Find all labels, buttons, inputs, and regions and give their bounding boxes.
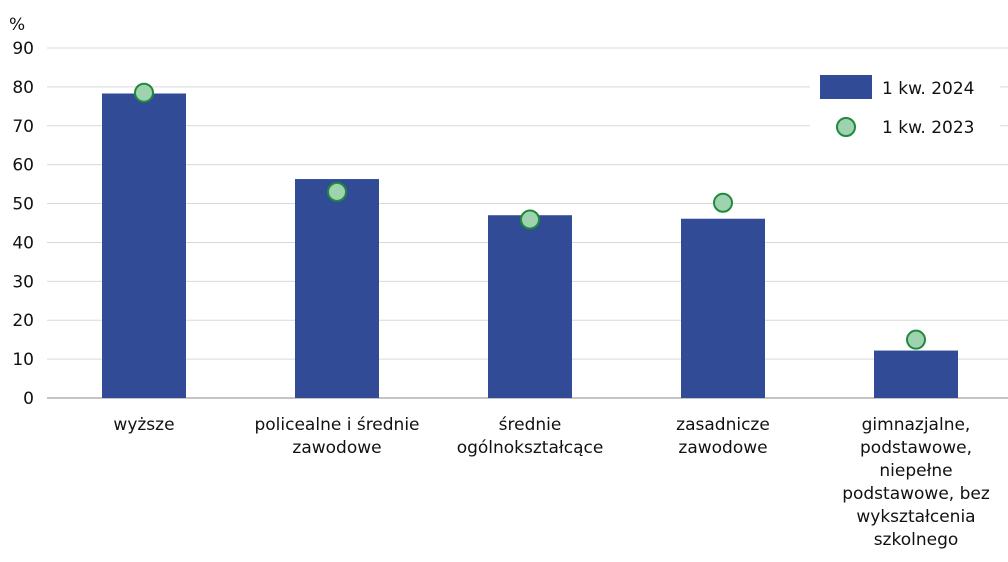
y-tick-label: 50 [12, 195, 34, 215]
category-label: średnie [499, 415, 562, 435]
marker-2023 [520, 209, 540, 230]
category-label: podstawowe, [860, 438, 972, 458]
y-tick-label: 70 [12, 117, 34, 137]
bar-2024 [102, 93, 186, 398]
y-tick-label: 0 [23, 389, 34, 409]
y-tick-label: 80 [12, 78, 34, 98]
y-axis-ticks: 0 10 20 30 40 50 60 70 80 90 [12, 39, 34, 409]
marker-2023 [327, 181, 347, 202]
marker-2023 [134, 82, 154, 103]
legend-label-2023: 1 kw. 2023 [882, 118, 974, 138]
bar-2024 [488, 215, 572, 398]
category-label: wyższe [113, 415, 174, 435]
category-label: podstawowe, bez [842, 484, 990, 504]
category-label: zawodowe [292, 438, 381, 458]
x-axis-category-labels: wyższe policealne i średnie zawodowe średni… [113, 415, 989, 550]
y-tick-label: 90 [12, 39, 34, 59]
category-label: gimnazjalne, [862, 415, 971, 435]
legend-marker-swatch [836, 117, 856, 137]
marker-2023 [906, 329, 926, 350]
bars-series-2024 [102, 93, 958, 398]
y-axis-unit-label: % [9, 15, 25, 35]
category-label: niepełne [879, 461, 952, 481]
bar-2024 [681, 218, 765, 398]
legend-label-2024: 1 kw. 2024 [882, 79, 974, 99]
y-tick-label: 10 [12, 350, 34, 370]
bar-2024 [874, 350, 958, 398]
y-tick-label: 30 [12, 272, 34, 292]
category-label: zasadnicze [676, 415, 770, 435]
y-tick-label: 20 [12, 311, 34, 331]
category-label: zawodowe [678, 438, 767, 458]
category-label: ogólnokształcące [457, 438, 604, 458]
y-tick-label: 60 [12, 156, 34, 176]
category-label: policealne i średnie [254, 415, 419, 435]
category-label: wykształcenia [856, 507, 975, 527]
category-label: szkolnego [874, 530, 959, 550]
legend-bar-swatch [820, 75, 872, 99]
bar-2024 [295, 179, 379, 398]
marker-2023 [713, 192, 733, 213]
markers-series-2023 [134, 82, 926, 350]
legend: 1 kw. 2024 1 kw. 2023 [810, 64, 1000, 148]
y-tick-label: 40 [12, 233, 34, 253]
